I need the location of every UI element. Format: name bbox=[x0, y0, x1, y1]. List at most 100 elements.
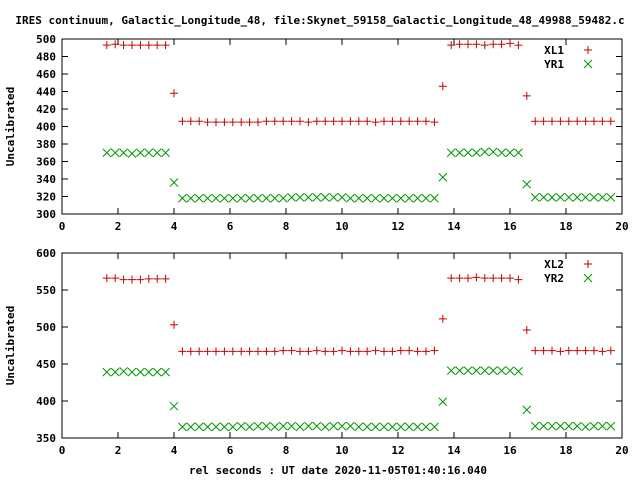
data-point bbox=[380, 117, 388, 126]
data-point bbox=[379, 193, 389, 203]
data-point bbox=[119, 275, 128, 284]
data-point bbox=[463, 148, 473, 158]
data-point bbox=[321, 117, 330, 126]
data-point bbox=[514, 41, 523, 50]
data-point bbox=[312, 117, 321, 126]
y-tick-label: 320 bbox=[36, 191, 56, 204]
data-point bbox=[228, 422, 238, 432]
data-point bbox=[396, 346, 405, 355]
data-point bbox=[178, 117, 187, 126]
data-point bbox=[573, 346, 582, 355]
data-point bbox=[228, 193, 238, 203]
data-point bbox=[128, 41, 136, 50]
data-point bbox=[212, 347, 220, 356]
data-point bbox=[539, 421, 548, 431]
data-point bbox=[178, 347, 187, 356]
y-tick-label: 600 bbox=[36, 247, 56, 260]
data-point bbox=[531, 117, 540, 126]
data-point bbox=[270, 422, 280, 432]
y-tick-label: 360 bbox=[36, 156, 56, 169]
data-point bbox=[262, 193, 271, 203]
data-point bbox=[421, 193, 431, 203]
data-point bbox=[489, 274, 498, 283]
data-point bbox=[236, 421, 246, 431]
data-point bbox=[530, 193, 540, 202]
data-point bbox=[547, 193, 557, 202]
data-point bbox=[270, 347, 279, 356]
data-point bbox=[295, 193, 305, 202]
data-point bbox=[152, 148, 162, 158]
data-point bbox=[572, 193, 582, 202]
data-point bbox=[337, 421, 347, 431]
series-xl1 bbox=[102, 39, 615, 127]
legend-marker bbox=[584, 260, 592, 268]
data-point bbox=[153, 274, 162, 283]
x-tick-label: 12 bbox=[391, 444, 404, 457]
data-point bbox=[447, 274, 456, 283]
data-point bbox=[363, 347, 372, 356]
data-point bbox=[329, 421, 338, 431]
data-point bbox=[102, 41, 111, 50]
x-tick-label: 2 bbox=[115, 220, 122, 233]
data-point bbox=[354, 193, 364, 203]
data-point bbox=[506, 39, 514, 48]
data-point bbox=[480, 366, 490, 376]
data-point bbox=[539, 193, 548, 202]
legend-label: XL1 bbox=[544, 44, 564, 57]
data-point bbox=[127, 149, 137, 158]
data-point bbox=[354, 347, 363, 356]
data-point bbox=[203, 118, 212, 127]
data-point bbox=[497, 274, 506, 283]
x-tick-label: 6 bbox=[227, 220, 234, 233]
data-point bbox=[404, 193, 414, 203]
data-point bbox=[153, 41, 162, 50]
data-point bbox=[388, 193, 397, 203]
data-point bbox=[152, 367, 162, 377]
data-point bbox=[480, 41, 489, 50]
data-point bbox=[194, 193, 204, 203]
data-point bbox=[346, 347, 355, 356]
x-tick-label: 4 bbox=[171, 220, 178, 233]
data-point bbox=[556, 117, 565, 126]
data-point bbox=[514, 275, 523, 284]
y-tick-label: 340 bbox=[36, 173, 56, 186]
data-point bbox=[220, 422, 229, 432]
data-point bbox=[254, 118, 262, 127]
data-point bbox=[581, 422, 590, 432]
data-point bbox=[254, 347, 262, 356]
data-point bbox=[480, 147, 490, 157]
y-tick-label: 380 bbox=[36, 138, 56, 151]
data-point bbox=[581, 193, 590, 202]
data-point bbox=[253, 193, 263, 203]
data-point bbox=[279, 117, 288, 126]
data-point bbox=[531, 346, 540, 355]
data-point bbox=[320, 422, 330, 432]
y-tick-label: 480 bbox=[36, 51, 56, 64]
data-point bbox=[178, 422, 187, 432]
data-point bbox=[287, 346, 296, 355]
data-point bbox=[102, 367, 112, 377]
data-point bbox=[236, 193, 246, 203]
data-point bbox=[127, 367, 137, 377]
data-point bbox=[598, 117, 607, 126]
legend-marker bbox=[584, 46, 592, 54]
y-tick-label: 500 bbox=[36, 321, 56, 334]
data-point bbox=[363, 117, 372, 126]
data-point bbox=[581, 346, 590, 355]
data-point bbox=[170, 89, 178, 98]
data-point bbox=[464, 274, 472, 283]
x-tick-label: 16 bbox=[503, 220, 517, 233]
data-point bbox=[497, 148, 506, 158]
data-point bbox=[287, 193, 296, 202]
data-point bbox=[556, 347, 565, 356]
data-point bbox=[278, 193, 288, 203]
x-tick-label: 20 bbox=[615, 220, 628, 233]
y-tick-label: 350 bbox=[36, 432, 56, 445]
data-point bbox=[514, 367, 523, 376]
data-point bbox=[245, 422, 254, 432]
data-point bbox=[472, 148, 481, 158]
data-point bbox=[589, 421, 599, 431]
data-point bbox=[186, 422, 196, 432]
data-point bbox=[338, 346, 346, 355]
